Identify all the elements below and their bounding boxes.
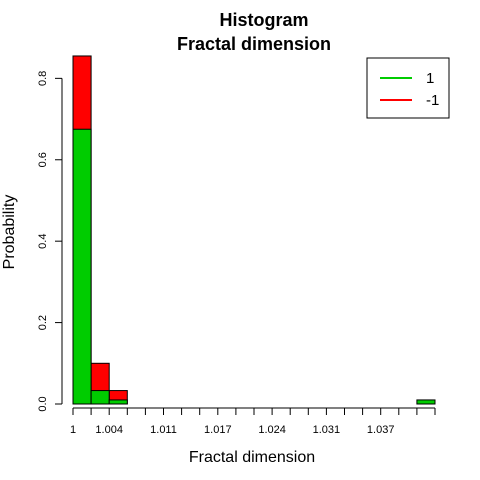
bar-series1-bin2 [108,399,128,405]
chart-title: Histogram [219,10,308,30]
legend-box [366,57,450,119]
x-tick-label: 1.011 [150,424,177,436]
y-tick-label: 0.2 [37,315,49,330]
x-tick-label: 1 [70,424,76,436]
x-tick-label: 1.031 [313,424,341,436]
x-tick-label: 1.017 [204,424,232,436]
legend-label-2: -1 [426,92,439,109]
y-tick-label: 0.8 [37,71,49,86]
bar-series1-bin0 [72,128,92,405]
x-tick-label: 1.004 [95,424,123,436]
x-tick-label: 1.024 [258,424,286,436]
y-axis: 0.0 0.2 0.4 0.6 0.8 [37,71,63,412]
legend: 1 -1 [366,57,450,119]
x-axis-label: Fractal dimension [189,449,315,466]
y-tick-label: 0.0 [37,396,49,411]
bar-series1-bin19 [416,399,436,405]
legend-label-1: 1 [426,70,434,87]
bar-series1-bin1 [90,390,110,405]
bars-group [72,55,436,405]
y-axis-label: Probability [1,195,18,270]
y-tick-label: 0.4 [37,234,49,249]
x-tick-label: 1.037 [367,424,395,436]
x-axis: 1 1.004 1.011 1.017 1.024 1.031 1.037 [70,407,436,436]
chart-subtitle: Fractal dimension [177,34,331,54]
y-tick-label: 0.6 [37,152,49,167]
